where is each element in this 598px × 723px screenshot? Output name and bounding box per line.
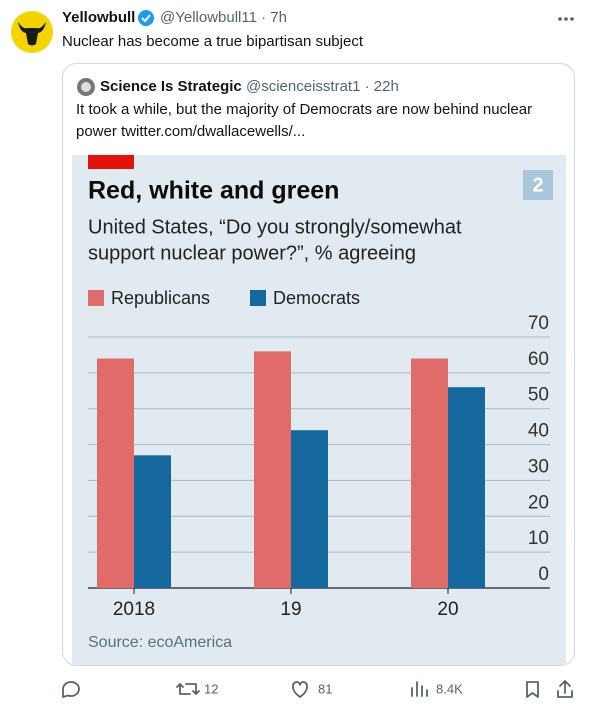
bar [97,358,134,588]
quote-author-handle: @scienceisstrat1 · 22h [246,78,399,95]
retweet-button[interactable] [176,683,200,695]
avatar[interactable] [11,11,53,53]
author-name[interactable]: Yellowbull [62,9,135,26]
like-count: 81 [318,681,332,696]
tweet-text: Nuclear has become a true bipartisan sub… [62,33,364,50]
quote-author-name: Science Is Strategic [100,78,242,95]
y-tick-label: 30 [528,456,549,477]
views-count: 8.4K [436,681,463,696]
legend-swatch [250,290,266,306]
author-handle[interactable]: @Yellowbull11 · 7h [160,9,287,26]
y-tick-label: 20 [528,492,549,513]
bar [134,455,171,588]
like-button[interactable] [291,681,309,698]
y-tick-label: 60 [528,349,549,370]
views-button[interactable] [411,681,428,697]
chart-title: Red, white and green [88,177,339,205]
share-button[interactable] [557,680,573,698]
retweet-count: 12 [204,681,218,696]
bar [291,430,328,588]
chart-source: Source: ecoAmerica [88,634,232,651]
badge [523,170,553,200]
x-tick-label: 20 [437,599,458,620]
y-tick-label: 70 [528,313,549,334]
y-tick-label: 0 [538,564,549,585]
y-tick-label: 50 [528,385,549,406]
more-button[interactable] [558,17,574,21]
bookmark-button[interactable] [526,681,539,698]
badge-number: 2 [532,174,543,196]
x-tick-label: 2018 [113,599,155,620]
y-tick-label: 10 [528,528,549,549]
chart-subtitle: United States, “Do you strongly/somewhat [88,216,462,238]
bar [448,387,485,588]
y-tick-label: 40 [528,421,549,442]
red-tag [88,155,134,169]
quote-text: power twitter.com/dwallacewells/... [76,123,305,140]
bar [254,351,291,588]
bar [411,358,448,588]
reply-button[interactable] [62,681,80,698]
legend-label: Republicans [111,288,210,308]
chart-subtitle: support nuclear power?”, % agreeing [88,242,416,264]
chart-image: Red, white and green 2 United States, “D… [72,155,566,665]
quote-text: It took a while, but the majority of Dem… [76,101,532,118]
legend-swatch [88,290,104,306]
x-tick-label: 19 [280,599,301,620]
verified-badge [138,10,154,26]
legend-label: Democrats [273,288,360,308]
quote-avatar [77,78,95,96]
